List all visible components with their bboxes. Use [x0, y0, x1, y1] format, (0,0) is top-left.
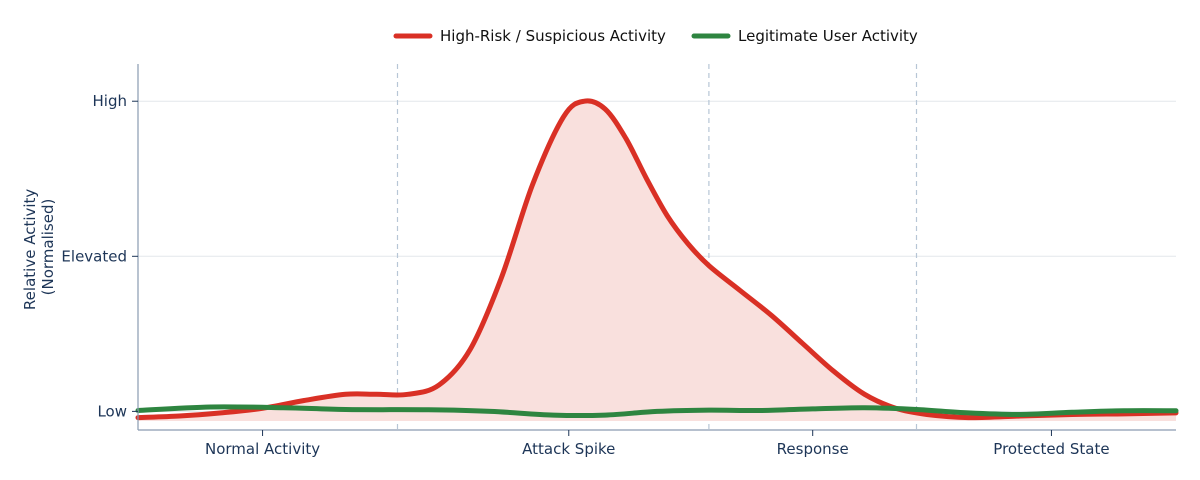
x-tick-label: Attack Spike	[522, 440, 615, 458]
x-tick-label: Protected State	[993, 440, 1109, 458]
series-area-fill	[138, 100, 1176, 422]
x-tick-label: Response	[777, 440, 849, 458]
y-axis-label: Relative Activity (Normalised)	[21, 184, 57, 310]
y-tick-label: High	[93, 92, 127, 110]
x-tick-label: Normal Activity	[205, 440, 320, 458]
x-tick-layer: Normal Activity Attack Spike Response Prote…	[205, 430, 1110, 458]
legend-label: Legitimate User Activity	[738, 27, 918, 45]
y-axis-label-line-2: (Normalised)	[39, 199, 57, 296]
y-tick-layer: Low Elevated High	[61, 92, 138, 420]
series-line	[135, 98, 1179, 421]
y-tick-label: Low	[97, 402, 127, 420]
legend-label: High-Risk / Suspicious Activity	[440, 27, 666, 45]
phase-divider-layer	[396, 64, 918, 430]
area-fill-layer	[138, 100, 1176, 422]
y-tick-label: Elevated	[61, 247, 127, 265]
series-layer	[135, 98, 1179, 421]
y-axis-label-line-1: Relative Activity	[21, 189, 39, 310]
axis-layer	[137, 64, 1176, 431]
legend: High-Risk / Suspicious Activity Legitimat…	[393, 27, 918, 45]
series-line	[135, 404, 1179, 419]
